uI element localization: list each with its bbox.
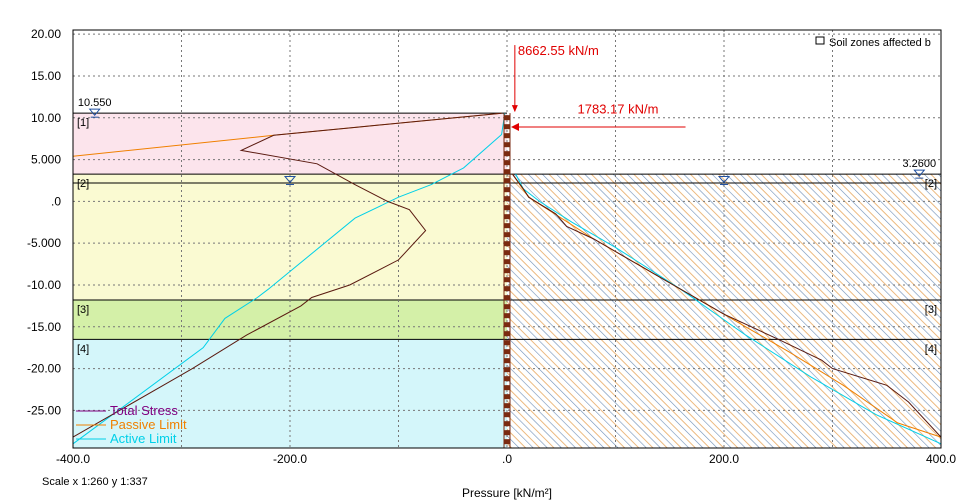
wall-segment [504, 313, 510, 319]
wall-segment [504, 223, 510, 229]
water-levels: 10.550 3.2600 [78, 97, 936, 185]
wall-segment [504, 331, 510, 337]
x-tick-label: 400.0 [926, 452, 956, 466]
soil-zone-label-right: [4] [925, 343, 937, 355]
y-tick-label: -20.00 [27, 362, 61, 376]
y-tick-label: 20.00 [31, 27, 61, 41]
wall-segment [504, 394, 510, 400]
wall-segment [504, 430, 510, 436]
legend-label-total-stress: Total Stress [110, 403, 178, 418]
water-level-icon [283, 175, 297, 184]
soil-zone-left-1 [73, 113, 507, 175]
wall-segment [504, 367, 510, 373]
soil-zone-label-left: [1] [77, 117, 89, 129]
x-tick-label: .0 [502, 452, 512, 466]
legend-label-active-limit: Active Limit [110, 431, 177, 446]
wall-segment [504, 385, 510, 391]
water-level-label: 3.2600 [902, 158, 936, 170]
soil-zone-label-right: [3] [925, 304, 937, 316]
wall-segment [504, 403, 510, 409]
wall-segment [504, 205, 510, 211]
wall-segment [504, 187, 510, 193]
force-arrow-head [511, 105, 518, 113]
soil-zone-label-left: [3] [77, 304, 89, 316]
y-tick-label: .0 [51, 194, 61, 208]
y-tick-label: 10.00 [31, 111, 61, 125]
total-stress-curve-right [511, 173, 942, 438]
water-level-icon [913, 169, 926, 177]
legend-top-right-swatch [815, 36, 825, 45]
wall-segment [504, 376, 510, 382]
wall-segment [504, 259, 510, 265]
wall-segment [504, 160, 510, 166]
soil-zone-left-4 [73, 339, 507, 448]
y-tick-label: -15.00 [27, 320, 61, 334]
wall-segment [504, 133, 510, 139]
wall-segment [504, 169, 510, 175]
x-tick-label: 200.0 [709, 452, 739, 466]
total-stress-curve-left [72, 112, 502, 438]
water-level-icon [717, 175, 731, 184]
y-tick-label: 5.000 [31, 153, 61, 167]
x-axis-label: Pressure [kN/m²] [462, 486, 552, 500]
wall-segment [504, 124, 510, 130]
y-tick-label: -10.00 [27, 278, 61, 292]
annotations: 8662.55 kN/m 1783.17 kN/m [511, 43, 686, 131]
wall-segment [504, 340, 510, 346]
wall-segment [504, 286, 510, 292]
wall-segment [504, 295, 510, 301]
sheet-pile-wall [503, 113, 511, 448]
wall-segment [504, 241, 510, 247]
legend-top-right-label: Soil zones affected b [829, 37, 931, 49]
force-pointer-head [511, 122, 519, 131]
wall-segment [504, 277, 510, 283]
x-tick-label: -400.0 [56, 452, 90, 466]
water-level-icon [88, 108, 101, 116]
wall-segment [504, 439, 510, 445]
y-tick-label: -5.000 [27, 236, 61, 250]
axes: 20.00 15.00 10.00 5.000 .0 -5.000 -10.00 -15.00… [27, 27, 956, 466]
wall-segment [504, 268, 510, 274]
wall-segment [504, 250, 510, 256]
legend: Soil zones affected b Total Stress Passi… [76, 36, 931, 446]
wall-segment [504, 232, 510, 238]
active-limit-curve-right [515, 173, 942, 445]
wall-segment [504, 196, 510, 202]
wall-segment [504, 322, 510, 328]
wall-segment [504, 142, 510, 148]
scale-text: Scale x 1:260 y 1:337 [42, 476, 148, 488]
soil-zone-label-left: [2] [77, 178, 89, 190]
active-limit-curve-left [72, 113, 506, 445]
soil-zone-label-right: [2] [925, 178, 937, 190]
wall-segment [504, 178, 510, 184]
force-label-2: 1783.17 kN/m [578, 102, 659, 117]
wall-segment [504, 349, 510, 355]
soil-zone-right-3 [507, 339, 941, 448]
wall-segment [504, 421, 510, 427]
x-tick-label: -200.0 [273, 452, 307, 466]
wall-segment [504, 151, 510, 157]
plot-frame [72, 29, 942, 449]
y-tick-label: 15.00 [31, 69, 61, 83]
wall-segment [504, 304, 510, 310]
legend-label-passive-limit: Passive Limit [110, 417, 187, 432]
soil-zone-label-left: [4] [77, 343, 89, 355]
pressure-curves [72, 112, 942, 445]
wall-segment [504, 358, 510, 364]
wall-segment [504, 214, 510, 220]
water-level-label: 10.550 [78, 97, 112, 109]
wall-segment [504, 115, 510, 121]
wall-segment [504, 412, 510, 418]
y-tick-label: -25.00 [27, 403, 61, 417]
force-label-1: 8662.55 kN/m [518, 43, 599, 58]
